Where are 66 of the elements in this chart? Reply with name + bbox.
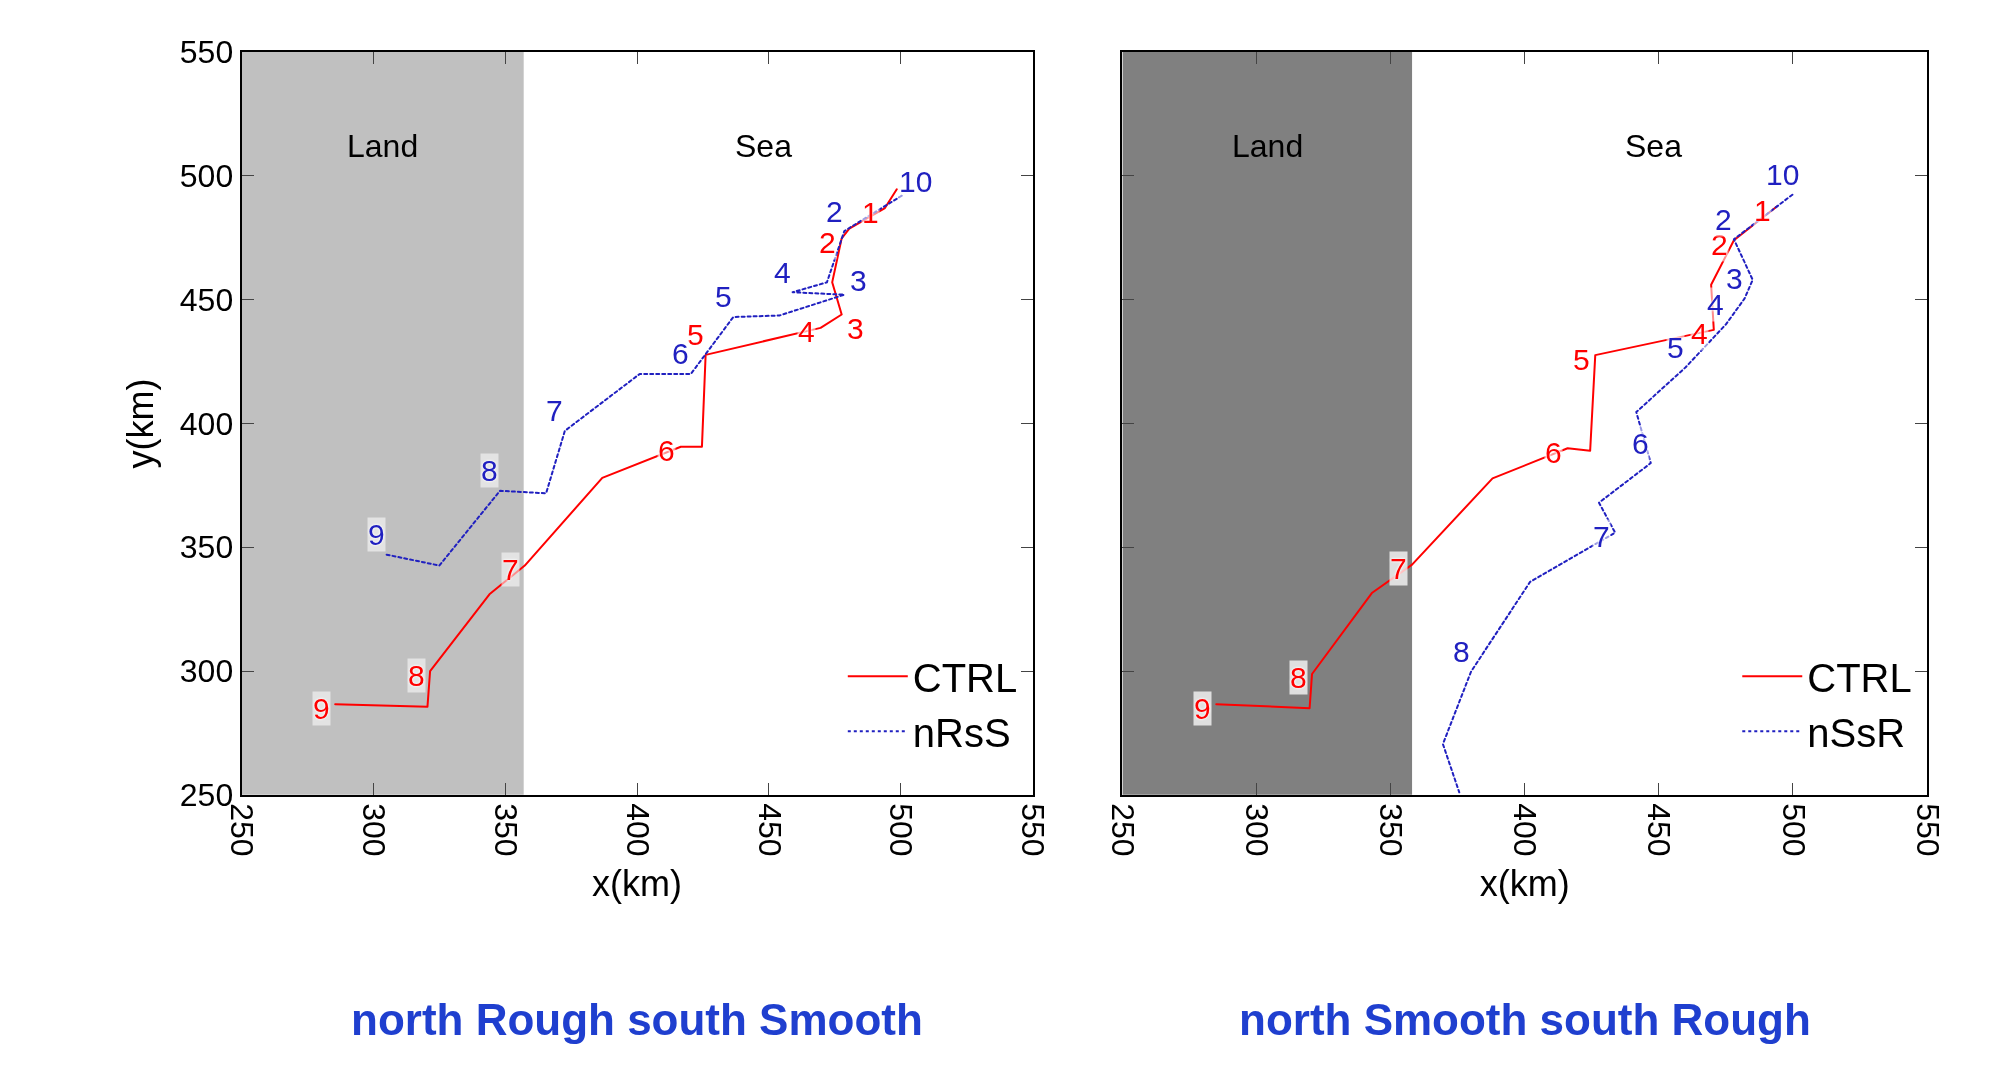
annotation: 8 bbox=[408, 659, 425, 692]
legend-label: nSsR bbox=[1807, 710, 1906, 755]
legend-label: CTRL bbox=[912, 655, 1018, 700]
y-tick-label: 300 bbox=[179, 653, 234, 690]
annotation: 5 bbox=[715, 280, 732, 313]
annotation: 6 bbox=[658, 434, 675, 467]
annotation: 4 bbox=[774, 256, 791, 289]
x-tick-label: 300 bbox=[356, 803, 393, 857]
annotation: 2 bbox=[1715, 203, 1732, 236]
x-tick-label: 450 bbox=[751, 803, 788, 857]
annotation: 8 bbox=[1290, 661, 1307, 694]
y-tick-label: 350 bbox=[179, 529, 234, 566]
annotation: 9 bbox=[313, 692, 330, 725]
annotation: 2 bbox=[819, 226, 836, 259]
annotation: 1 bbox=[862, 196, 879, 229]
annotation: 7 bbox=[1593, 520, 1610, 553]
x-tick-label: 250 bbox=[1105, 803, 1141, 857]
annotation: 1 bbox=[1754, 194, 1771, 227]
annotation: 4 bbox=[798, 315, 815, 348]
legend-label: nRsS bbox=[912, 710, 1011, 755]
annotation: 3 bbox=[850, 264, 867, 297]
x-axis-title: x(km) bbox=[592, 862, 683, 904]
y-axis-title: y(km) bbox=[120, 378, 162, 469]
x-tick-label: 550 bbox=[1909, 803, 1946, 857]
annotation: 5 bbox=[687, 318, 704, 351]
x-tick-label: 400 bbox=[1507, 803, 1544, 857]
annotation: 5 bbox=[1573, 343, 1590, 376]
annotation: 6 bbox=[1545, 436, 1562, 469]
annotation: 3 bbox=[1726, 262, 1743, 295]
annotation: 10 bbox=[1766, 158, 1800, 191]
x-tick-label: 500 bbox=[883, 803, 920, 857]
annotation: 3 bbox=[847, 312, 864, 345]
annotation: 7 bbox=[1390, 552, 1407, 585]
annotation: 8 bbox=[1453, 635, 1470, 668]
annotation: 6 bbox=[1632, 427, 1649, 460]
x-tick-label: 450 bbox=[1641, 803, 1678, 857]
annotation: 6 bbox=[672, 337, 689, 370]
y-tick-label: 550 bbox=[179, 34, 234, 71]
y-tick-label: 400 bbox=[179, 405, 234, 442]
legend-label: CTRL bbox=[1807, 655, 1912, 700]
text: north Rough south Smooth bbox=[351, 995, 923, 1044]
annotation: 7 bbox=[546, 394, 563, 427]
x-tick-label: 400 bbox=[619, 803, 656, 857]
annotation: 5 bbox=[1667, 331, 1684, 364]
annotation: Sea bbox=[1625, 128, 1683, 164]
x-axis-title: x(km) bbox=[1479, 862, 1570, 904]
x-tick-label: 550 bbox=[1015, 803, 1052, 857]
line-series bbox=[334, 188, 898, 708]
annotation: 8 bbox=[481, 454, 498, 487]
band-label: Land bbox=[1232, 128, 1304, 164]
annotation: 10 bbox=[899, 165, 933, 198]
x-tick-label: 350 bbox=[1373, 803, 1410, 857]
annotation: 2 bbox=[826, 195, 843, 228]
annotation: 4 bbox=[1691, 317, 1708, 350]
x-tick-label: 350 bbox=[487, 803, 524, 857]
annotation: Sea bbox=[735, 128, 793, 164]
annotation: 9 bbox=[368, 518, 385, 551]
band-label: Land bbox=[347, 128, 419, 164]
annotation: 7 bbox=[502, 553, 519, 586]
y-tick-label: 450 bbox=[179, 281, 234, 318]
y-tick-label: 500 bbox=[179, 158, 234, 195]
x-tick-label: 500 bbox=[1775, 803, 1812, 857]
annotation: 9 bbox=[1194, 692, 1211, 725]
x-tick-label: 300 bbox=[1239, 803, 1276, 857]
annotation: 4 bbox=[1707, 288, 1724, 321]
text: north Smooth south Rough bbox=[1239, 995, 1811, 1044]
